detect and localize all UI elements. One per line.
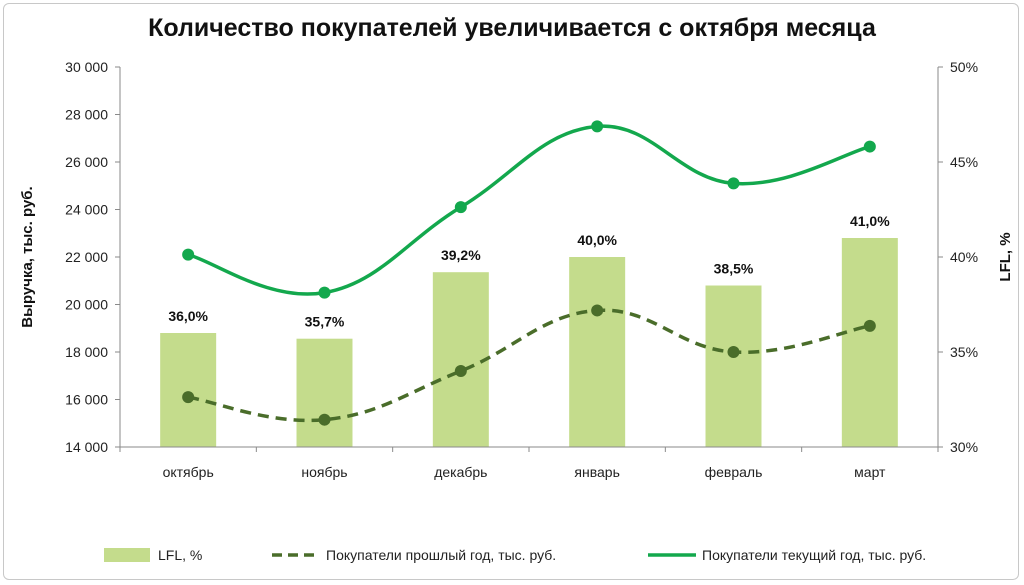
right-tick-label: 45% bbox=[950, 154, 978, 170]
x-tick-label: декабрь bbox=[434, 464, 487, 480]
bar-data-label: 40,0% bbox=[577, 232, 617, 248]
right-tick-label: 50% bbox=[950, 59, 978, 75]
left-axis-title: Выручка, тыс. руб. bbox=[19, 186, 36, 327]
current-year-point bbox=[182, 248, 195, 261]
x-tick-label: январь bbox=[574, 464, 619, 480]
x-tick-label: март bbox=[854, 464, 886, 480]
bar bbox=[296, 338, 353, 447]
prior-year-point bbox=[182, 391, 195, 404]
current-year-line bbox=[187, 124, 871, 296]
prior-year-point bbox=[318, 413, 331, 426]
legend-label-lfl: LFL, % bbox=[158, 547, 202, 563]
current-year-point bbox=[318, 286, 331, 299]
x-tick-label: февраль bbox=[705, 464, 763, 480]
left-tick-label: 26 000 bbox=[65, 154, 108, 170]
chart-title: Количество покупателей увеличивается с о… bbox=[148, 14, 876, 42]
right-axis-title: LFL, % bbox=[997, 232, 1014, 281]
left-tick-label: 14 000 bbox=[65, 439, 108, 455]
prior-year-point bbox=[591, 304, 604, 317]
x-tick-label: ноябрь bbox=[301, 464, 347, 480]
bar bbox=[569, 257, 626, 447]
prior-year-point bbox=[454, 365, 467, 377]
bar bbox=[432, 272, 489, 447]
left-tick-label: 28 000 bbox=[65, 107, 108, 123]
legend-label-prior-year: Покупатели прошлый год, тыс. руб. bbox=[326, 547, 556, 563]
bar-data-label: 41,0% bbox=[850, 213, 890, 229]
legend-swatch-lfl bbox=[104, 548, 150, 562]
prior-year-line bbox=[187, 308, 871, 423]
right-tick-label: 35% bbox=[950, 344, 978, 360]
x-tick-label: октябрь bbox=[163, 464, 214, 480]
left-tick-label: 20 000 bbox=[65, 297, 108, 313]
bar-data-label: 38,5% bbox=[714, 261, 754, 277]
current-year-point bbox=[727, 177, 740, 190]
right-tick-label: 30% bbox=[950, 439, 978, 455]
left-tick-label: 16 000 bbox=[65, 392, 108, 408]
current-year-point bbox=[863, 140, 876, 153]
current-year-point bbox=[454, 201, 467, 214]
bar-data-label: 35,7% bbox=[305, 314, 345, 330]
bar bbox=[841, 238, 898, 447]
right-tick-label: 40% bbox=[950, 249, 978, 265]
prior-year-point bbox=[727, 346, 740, 358]
current-year-point bbox=[591, 120, 604, 133]
bar-data-label: 39,2% bbox=[441, 247, 481, 263]
legend-label-current-year: Покупатели текущий год, тыс. руб. bbox=[702, 547, 926, 563]
left-tick-label: 18 000 bbox=[65, 344, 108, 360]
bar bbox=[705, 285, 762, 447]
bar bbox=[160, 333, 217, 447]
left-tick-label: 24 000 bbox=[65, 202, 108, 218]
prior-year-point bbox=[863, 319, 876, 332]
bar-data-label: 36,0% bbox=[168, 308, 208, 324]
left-tick-label: 30 000 bbox=[65, 59, 108, 75]
left-tick-label: 22 000 bbox=[65, 249, 108, 265]
